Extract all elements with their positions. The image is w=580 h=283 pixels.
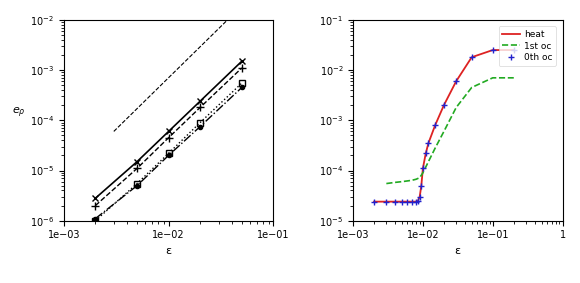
0th oc (440, 104, 447, 107)
heat (510, 48, 517, 52)
0th oc (383, 200, 390, 203)
X-axis label: ε: ε (455, 246, 461, 256)
1st oc (404, 179, 411, 183)
heat (440, 104, 447, 107)
1st oc (383, 182, 390, 185)
1st oc (425, 160, 432, 163)
0th oc (425, 142, 432, 145)
Line: 1st oc: 1st oc (386, 78, 514, 184)
heat (408, 200, 415, 203)
heat (425, 142, 432, 145)
1st oc (440, 130, 447, 133)
heat (412, 200, 419, 203)
0th oc (415, 199, 422, 202)
heat (404, 200, 411, 203)
Line: 0th oc: 0th oc (371, 47, 517, 204)
0th oc (412, 200, 419, 203)
0th oc (419, 167, 426, 170)
heat (392, 200, 398, 203)
1st oc (419, 171, 426, 175)
heat (371, 200, 378, 203)
heat (398, 200, 405, 203)
1st oc (398, 180, 405, 183)
0th oc (510, 48, 517, 52)
heat (416, 195, 423, 198)
heat (419, 167, 426, 170)
Y-axis label: $e_{\rho}$: $e_{\rho}$ (12, 106, 26, 120)
1st oc (490, 76, 496, 80)
1st oc (468, 86, 475, 89)
0th oc (432, 123, 438, 127)
Line: heat: heat (374, 50, 514, 202)
0th oc (408, 200, 415, 203)
1st oc (453, 106, 460, 109)
0th oc (418, 184, 425, 187)
0th oc (392, 200, 398, 203)
X-axis label: ε: ε (165, 246, 172, 256)
heat (422, 152, 429, 155)
0th oc (468, 55, 475, 59)
0th oc (398, 200, 405, 203)
heat (453, 80, 460, 83)
1st oc (392, 181, 398, 184)
0th oc (490, 48, 496, 52)
heat (490, 48, 496, 52)
0th oc (422, 152, 429, 155)
1st oc (432, 146, 438, 150)
heat (383, 200, 390, 203)
0th oc (371, 200, 378, 203)
heat (468, 55, 475, 59)
0th oc (404, 200, 411, 203)
1st oc (412, 177, 419, 181)
heat (415, 199, 422, 202)
0th oc (453, 80, 460, 83)
1st oc (408, 179, 415, 182)
1st oc (510, 76, 517, 80)
Legend: heat, 1st oc, 0th oc: heat, 1st oc, 0th oc (499, 26, 556, 66)
heat (418, 184, 425, 187)
heat (432, 123, 438, 127)
1st oc (416, 176, 423, 179)
0th oc (416, 195, 423, 198)
